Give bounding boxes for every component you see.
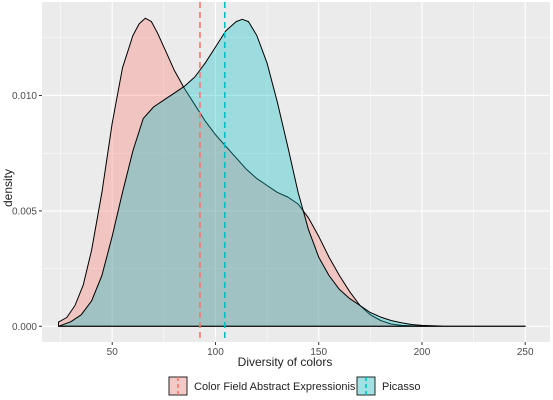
x-tick-label: 200 [414,347,431,358]
x-tick-label: 100 [207,347,224,358]
x-tick-label: 50 [107,347,119,358]
mean-lines [199,2,226,342]
y-tick-label: 0.000 [12,322,37,333]
axes: 50 100 150 200 250 0.000 0.005 0.010 [12,91,534,358]
x-tick-label: 150 [310,347,327,358]
legend-label-2: Picasso [382,381,421,393]
y-tick-label: 0.005 [12,206,37,217]
plot-panel [42,2,550,342]
density-area-2 [58,18,526,327]
legend-label-1: Color Field Abstract Expressionism [194,381,365,393]
density-areas [58,17,526,327]
density-area-1 [58,17,526,327]
legend: Color Field Abstract Expressionism Picass… [168,376,421,396]
plot-background [42,2,550,342]
y-axis-title: density [1,169,15,207]
x-axis-title: Diversity of colors [238,355,333,369]
y-tick-label: 0.010 [12,91,37,102]
x-tick-label: 250 [517,347,534,358]
